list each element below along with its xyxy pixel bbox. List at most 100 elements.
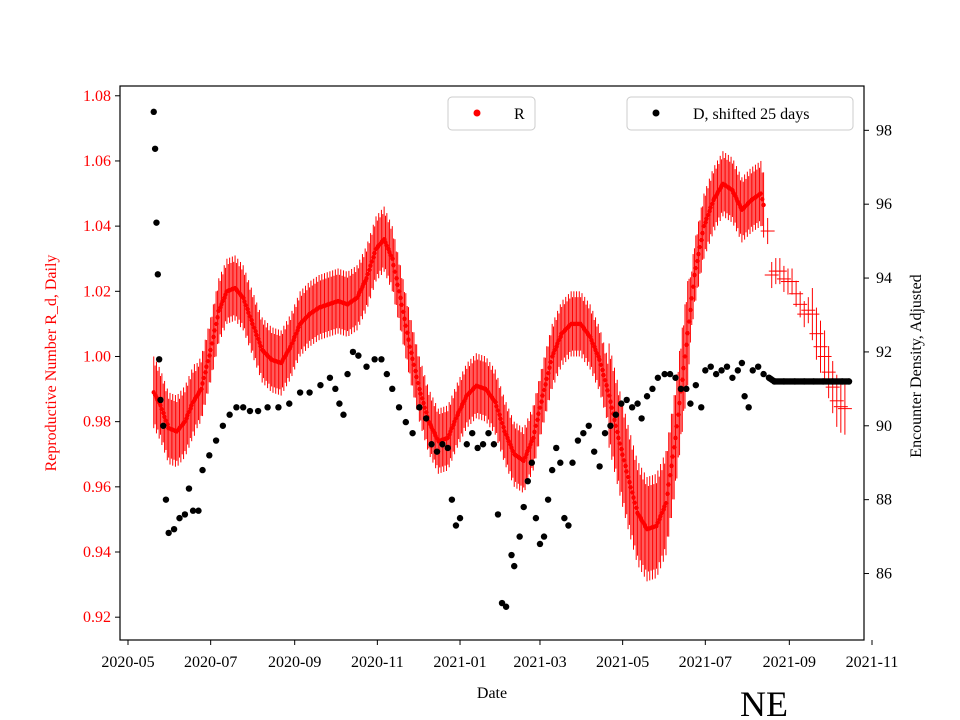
d-point [745, 404, 752, 411]
r-point [707, 209, 712, 214]
r-point [240, 295, 246, 301]
r-point [208, 347, 213, 353]
r-point [369, 259, 375, 264]
y-left-tick-label: 1.08 [83, 88, 111, 105]
r-point [600, 367, 605, 373]
r-point [414, 374, 419, 380]
y-left-tick-label: 0.92 [83, 609, 111, 626]
r-point [253, 329, 258, 334]
r-point [501, 425, 506, 430]
x-tick-label: 2020-05 [101, 654, 154, 671]
y-axis-right: 86 88 90 92 94 96 98 [864, 122, 892, 583]
d-point [286, 400, 293, 407]
legend-r: R [447, 96, 536, 131]
d-point [590, 448, 598, 455]
r-point [243, 303, 249, 308]
y-left-tick-label: 1.06 [83, 153, 111, 170]
r-point [628, 485, 633, 490]
r-point [250, 321, 255, 327]
r-point [207, 353, 212, 358]
d-point [151, 145, 159, 152]
r-point [200, 381, 205, 386]
d-point [760, 370, 767, 378]
r-point [533, 423, 539, 429]
r-point [245, 306, 250, 312]
d-point [463, 441, 470, 448]
plot-frame [119, 85, 865, 641]
legend-r-box [447, 96, 536, 131]
r-point [690, 284, 696, 289]
d-point [162, 496, 170, 503]
legend-r-marker [473, 109, 481, 117]
y-right-tick-label: 86 [876, 566, 892, 583]
r-point [605, 388, 610, 393]
d-point [729, 374, 736, 381]
r-point [246, 310, 251, 315]
r-point [688, 307, 693, 313]
r-point [541, 387, 547, 393]
r-point [686, 319, 692, 324]
r-point [669, 463, 674, 469]
r-point [415, 380, 421, 386]
x-tick-label: 2021-11 [846, 654, 899, 671]
d-point [306, 389, 313, 396]
r-point [543, 382, 548, 387]
r-point [612, 417, 617, 422]
d-point [574, 437, 582, 444]
d-point [340, 411, 347, 418]
d-point [371, 356, 378, 363]
d-point [264, 404, 271, 411]
d-point [485, 429, 492, 437]
d-point [712, 370, 720, 378]
r-point [761, 202, 766, 208]
d-point [557, 459, 564, 466]
r-point [254, 332, 259, 338]
r-point [613, 423, 619, 429]
y-left-tick-label: 1.00 [83, 348, 111, 365]
r-point [704, 216, 709, 221]
r-point [419, 396, 425, 401]
d-point [565, 522, 572, 529]
d-point [516, 533, 523, 540]
r-point [249, 317, 254, 323]
r-point [242, 299, 247, 304]
r-point [689, 296, 694, 301]
r-point [685, 331, 690, 336]
d-point [199, 466, 206, 474]
r-point [535, 417, 540, 422]
y-right-tick-label: 96 [876, 196, 892, 213]
r-point [499, 420, 505, 426]
r-point [758, 191, 764, 196]
d-point [176, 514, 183, 522]
r-point [619, 446, 624, 452]
d-point [623, 396, 630, 404]
y-left-tick-label: 0.98 [83, 414, 111, 431]
d-point [520, 503, 527, 511]
d-point [749, 367, 756, 374]
r-point [670, 454, 675, 459]
y-right-tick-label: 94 [876, 270, 892, 287]
y-left-tick-label: 0.94 [83, 544, 111, 561]
d-point [601, 429, 609, 437]
d-point [754, 363, 762, 370]
r-point [608, 399, 613, 404]
d-point [738, 359, 746, 367]
d-point [433, 448, 441, 455]
r-point [674, 424, 680, 429]
d-point [479, 441, 487, 448]
r-point [396, 289, 402, 294]
d-point [153, 219, 160, 226]
r-point [631, 495, 636, 500]
x-tick-label: 2021-09 [763, 654, 816, 671]
r-point [201, 375, 207, 381]
r-point [633, 505, 639, 510]
d-point [561, 514, 568, 522]
d-point [254, 407, 262, 415]
region-label: NE [740, 684, 788, 720]
r-point [391, 263, 396, 268]
d-point [332, 385, 339, 393]
d-point [275, 404, 282, 411]
r-point [213, 321, 219, 327]
r-point [676, 412, 681, 417]
r-point [632, 500, 638, 505]
